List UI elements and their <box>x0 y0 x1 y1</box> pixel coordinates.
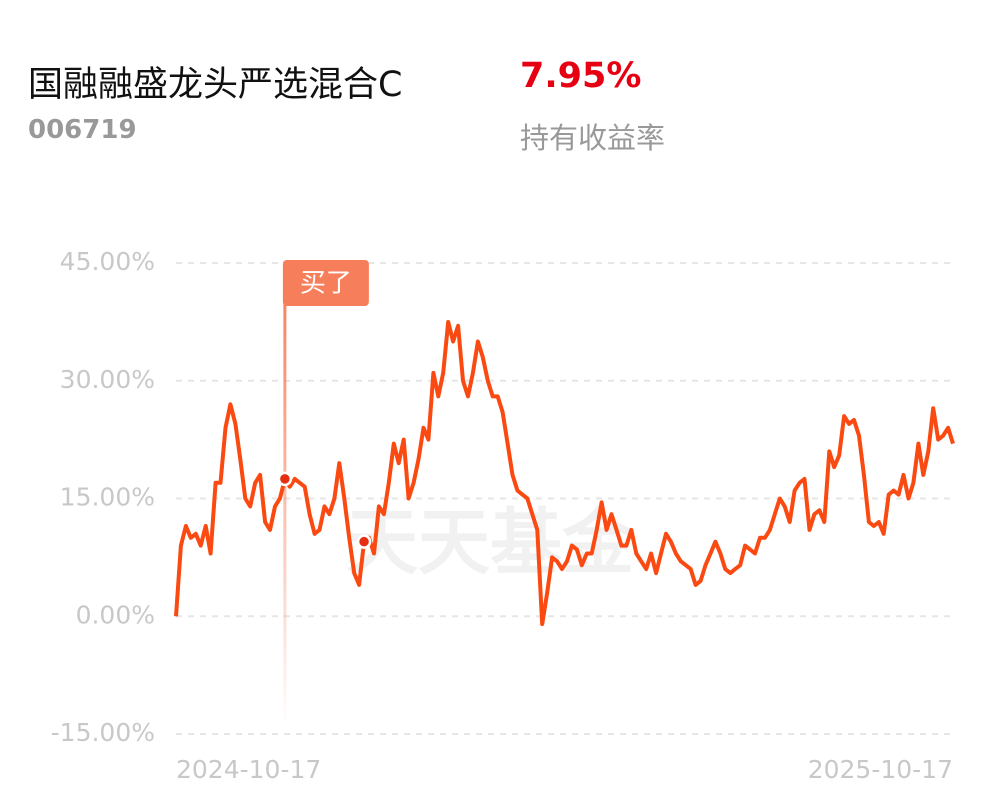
y-tick-label: -15.00% <box>51 718 155 747</box>
return-caption: 持有收益率 <box>520 121 666 155</box>
watermark: 天天基金 <box>346 501 635 585</box>
y-tick-label: 15.00% <box>60 483 155 512</box>
y-tick-label: 30.00% <box>60 365 155 394</box>
y-tick-label: 0.00% <box>76 600 155 629</box>
y-tick-label: 45.00% <box>60 247 155 276</box>
fund-title: 国融融盛龙头严选混合C <box>28 65 403 105</box>
trade-marker <box>277 471 293 487</box>
buy-tag-label: 买了 <box>300 269 352 299</box>
trade-marker <box>356 534 372 549</box>
buy-tag <box>282 260 369 306</box>
x-tick-label: 2025-10-17 <box>808 755 953 784</box>
return-value: 7.95% <box>520 56 642 96</box>
x-tick-label: 2024-10-17 <box>176 755 321 784</box>
line <box>174 319 955 627</box>
buy-line <box>283 280 287 728</box>
fund-code: 006719 <box>28 115 137 145</box>
